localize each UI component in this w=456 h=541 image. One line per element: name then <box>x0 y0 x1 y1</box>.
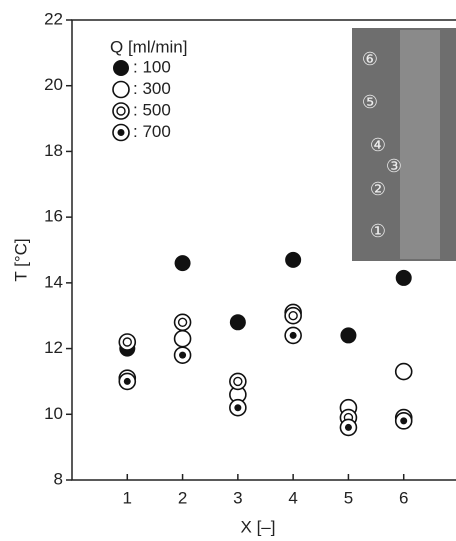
y-axis-label: T [°C] <box>11 238 30 281</box>
inset-label: ① <box>370 221 386 241</box>
data-point <box>284 326 302 345</box>
y-tick-label: 18 <box>44 141 63 160</box>
plot-frame <box>71 19 456 481</box>
legend-label: : 500 <box>133 100 171 119</box>
legend-marker <box>112 123 130 142</box>
data-point <box>229 314 246 331</box>
data-point <box>174 255 191 272</box>
data-point <box>229 372 247 391</box>
legend-label: : 300 <box>133 79 171 98</box>
y-tick-label: 14 <box>44 272 63 291</box>
data-point <box>173 346 192 364</box>
data-point <box>118 372 137 391</box>
inset-label: ③ <box>386 156 402 176</box>
x-tick-label: 4 <box>288 488 297 507</box>
data-point <box>229 398 247 417</box>
inset-label: ⑥ <box>362 49 378 69</box>
data-point <box>394 362 413 381</box>
data-point <box>339 418 358 437</box>
x-tick-label: 3 <box>233 488 242 507</box>
legend-marker <box>112 102 130 120</box>
data-point <box>395 269 412 286</box>
y-tick-label: 16 <box>44 207 63 226</box>
legend-label: : 700 <box>133 122 171 141</box>
legend-title: Q [ml/min] <box>110 37 187 56</box>
data-point <box>285 251 302 268</box>
data-point <box>118 333 137 351</box>
inset-label: ② <box>370 179 386 199</box>
y-tick-label: 10 <box>44 404 63 423</box>
x-tick-label: 2 <box>178 488 187 507</box>
inset-label: ④ <box>370 135 386 155</box>
inset-label: ⑤ <box>362 92 378 112</box>
y-tick-label: 20 <box>44 75 63 94</box>
legend-label: : 100 <box>133 57 171 76</box>
y-tick-label: 22 <box>44 9 63 28</box>
legend-marker <box>113 60 129 76</box>
x-tick-label: 5 <box>344 488 353 507</box>
x-tick-label: 1 <box>123 488 132 507</box>
x-axis-label: X [–] <box>241 517 276 536</box>
data-point <box>173 313 192 332</box>
x-tick-label: 6 <box>399 488 408 507</box>
inset-tube <box>400 30 440 259</box>
data-point <box>284 306 302 325</box>
data-point <box>173 329 192 348</box>
data-point <box>394 412 413 430</box>
y-tick-label: 12 <box>44 338 63 357</box>
y-tick-label: 8 <box>54 469 63 488</box>
legend-marker <box>112 80 130 99</box>
data-point <box>340 327 357 344</box>
